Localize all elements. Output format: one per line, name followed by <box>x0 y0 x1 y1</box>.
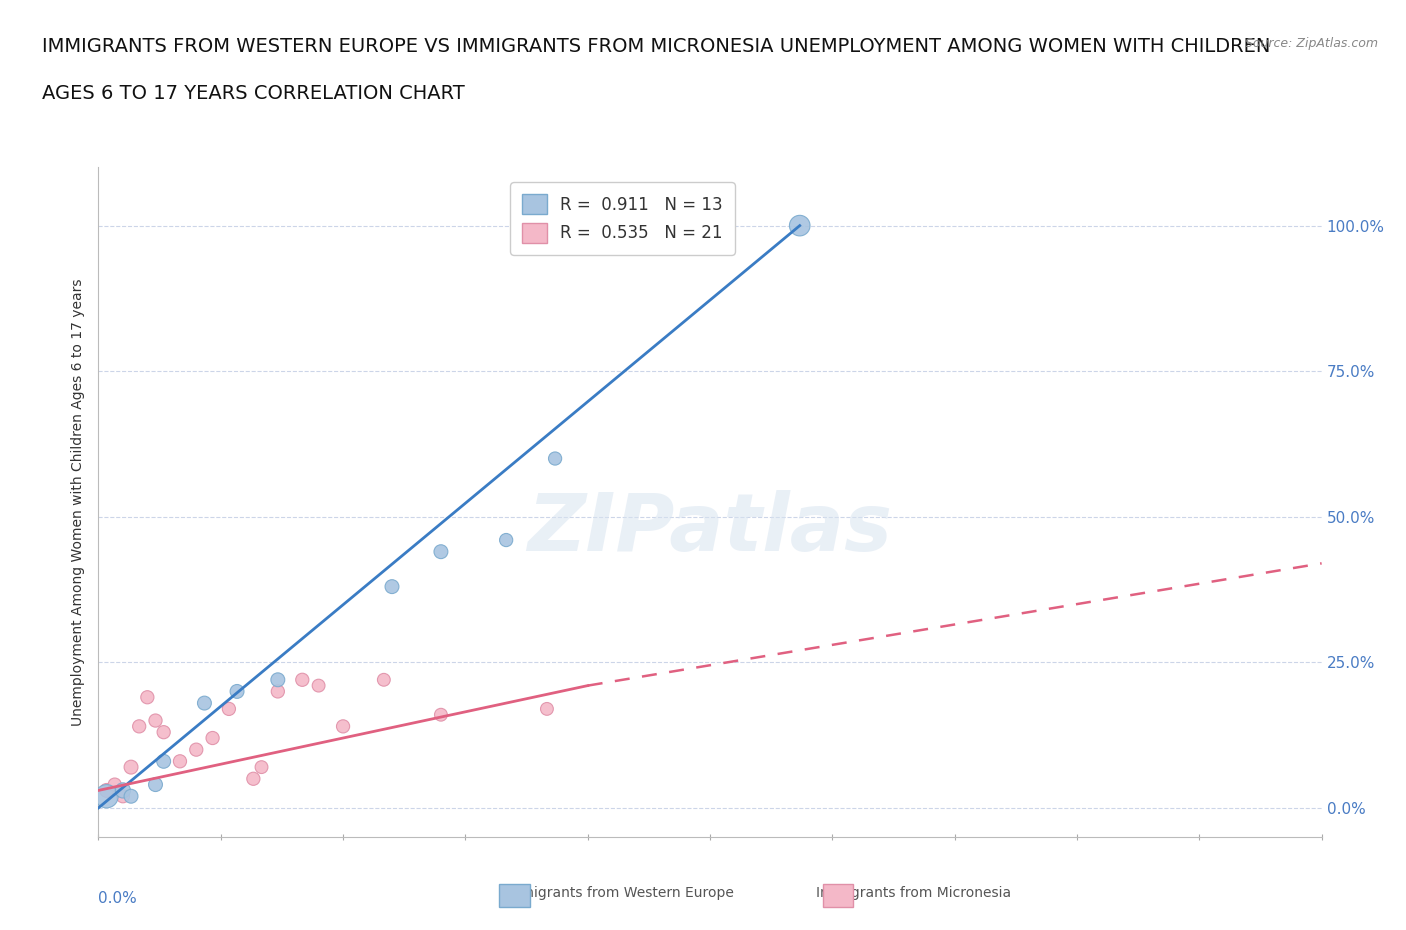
Text: Source: ZipAtlas.com: Source: ZipAtlas.com <box>1244 37 1378 50</box>
Point <box>226 684 249 698</box>
Point <box>152 754 174 769</box>
Point <box>193 696 215 711</box>
Point <box>104 777 127 792</box>
Text: Immigrants from Micronesia: Immigrants from Micronesia <box>817 885 1011 900</box>
Text: Immigrants from Western Europe: Immigrants from Western Europe <box>503 885 734 900</box>
Point <box>250 760 273 775</box>
Legend: R =  0.911   N = 13, R =  0.535   N = 21: R = 0.911 N = 13, R = 0.535 N = 21 <box>510 182 735 255</box>
Point <box>242 771 264 786</box>
Point <box>430 708 453 723</box>
Point <box>332 719 354 734</box>
Point <box>169 754 191 769</box>
Point <box>201 731 224 746</box>
Y-axis label: Unemployment Among Women with Children Ages 6 to 17 years: Unemployment Among Women with Children A… <box>72 278 86 726</box>
Point <box>145 713 167 728</box>
Text: AGES 6 TO 17 YEARS CORRELATION CHART: AGES 6 TO 17 YEARS CORRELATION CHART <box>42 84 465 102</box>
Point <box>128 719 150 734</box>
Point <box>789 219 811 233</box>
Point <box>120 760 142 775</box>
Point <box>267 684 290 698</box>
Point <box>111 789 134 804</box>
Text: ZIPatlas: ZIPatlas <box>527 490 893 568</box>
Point <box>544 451 567 466</box>
Point <box>152 724 174 739</box>
Point <box>111 783 134 798</box>
Point <box>495 533 517 548</box>
Point <box>186 742 208 757</box>
Point <box>381 579 404 594</box>
Text: 0.0%: 0.0% <box>98 891 138 906</box>
Point <box>430 544 453 559</box>
Point <box>136 690 159 705</box>
Point <box>267 672 290 687</box>
Point <box>536 701 558 716</box>
Point <box>373 672 395 687</box>
Point <box>96 789 118 804</box>
Point <box>308 678 330 693</box>
Point <box>120 789 142 804</box>
Point <box>291 672 314 687</box>
Point <box>145 777 167 792</box>
Text: IMMIGRANTS FROM WESTERN EUROPE VS IMMIGRANTS FROM MICRONESIA UNEMPLOYMENT AMONG : IMMIGRANTS FROM WESTERN EUROPE VS IMMIGR… <box>42 37 1271 56</box>
Point <box>96 783 118 798</box>
Point <box>218 701 240 716</box>
